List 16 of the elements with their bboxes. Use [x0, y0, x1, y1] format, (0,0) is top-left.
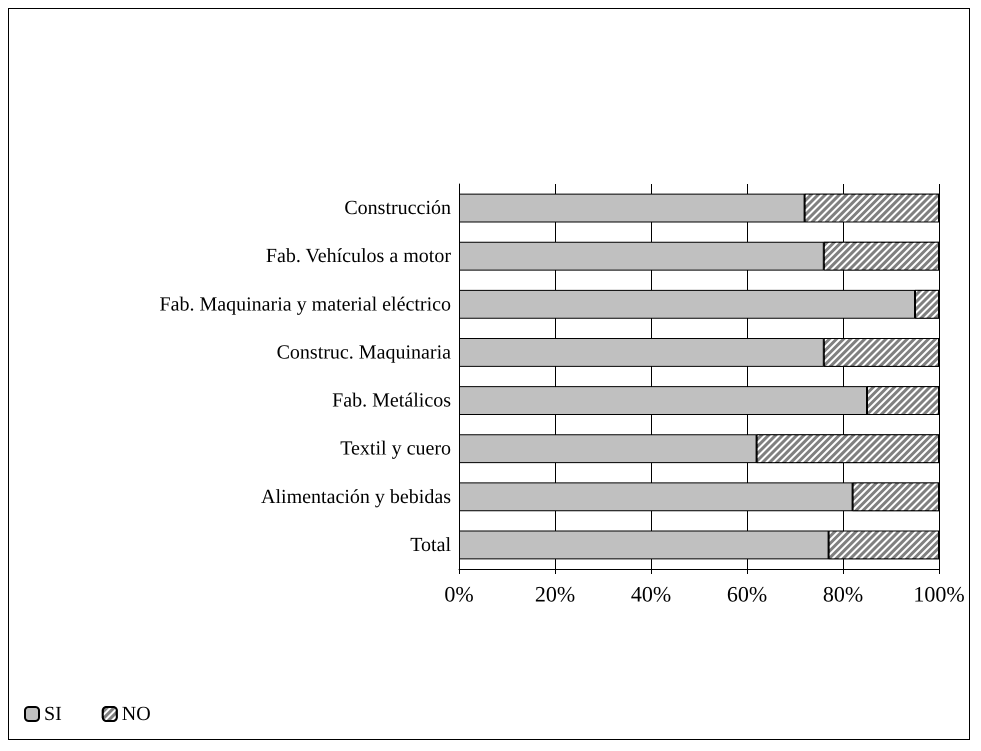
y-tick-label: Construc. Maquinaria	[276, 341, 452, 364]
y-tick-label: Fab. Maquinaria y material eléctrico	[159, 293, 451, 316]
x-tick-label: 40%	[630, 582, 672, 606]
y-tick-label: Fab. Vehículos a motor	[266, 245, 452, 268]
y-tick-label: Textil y cuero	[340, 438, 451, 460]
y-tick-label: Construcción	[344, 197, 451, 220]
y-tick-label: Total	[410, 534, 452, 556]
x-tick-label: 20%	[534, 582, 576, 606]
legend-label: SI	[44, 703, 62, 725]
x-tick-label: 0%	[444, 582, 474, 606]
x-tick-label: 100%	[913, 582, 965, 606]
x-tick-label: 60%	[726, 582, 768, 606]
y-tick-label: Fab. Metálicos	[332, 390, 452, 412]
legend-label: NO	[122, 703, 151, 725]
y-tick-label: Alimentación y bebidas	[261, 486, 452, 508]
x-tick-label: 80%	[822, 582, 864, 606]
